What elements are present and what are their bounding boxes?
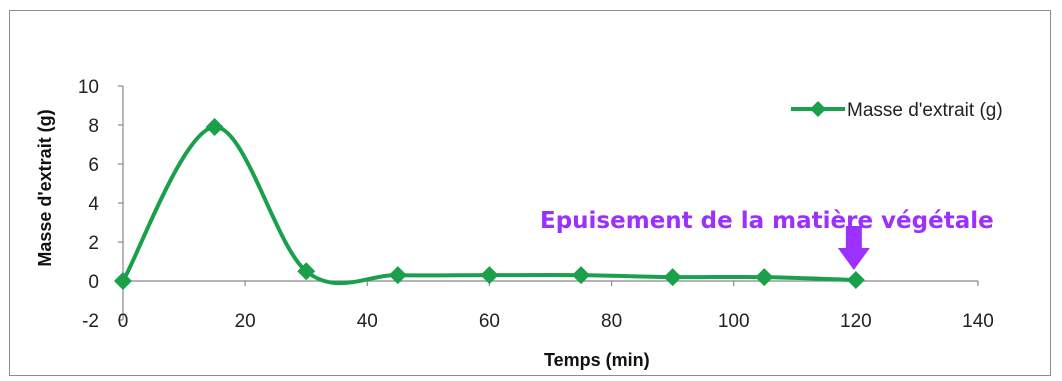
- annotation-text: Epuisement de la matière végétale: [540, 208, 994, 234]
- data-point-marker: [205, 117, 224, 136]
- y-tick-label: 8: [88, 116, 99, 137]
- legend: Masse d'extrait (g): [791, 100, 1003, 121]
- x-tick-label: 40: [357, 311, 378, 332]
- x-tick-label: 80: [601, 311, 622, 332]
- x-tick-label: 120: [840, 311, 872, 332]
- x-tick-label: 140: [962, 311, 994, 332]
- chart-frame: [9, 10, 1051, 376]
- data-point-marker: [846, 271, 865, 290]
- y-tick-label: 2: [88, 233, 99, 254]
- series-layer: [114, 117, 865, 290]
- data-point-marker: [572, 266, 591, 285]
- y-axis-title: Masse d'extrait (g): [35, 109, 55, 266]
- legend-marker: [810, 101, 826, 117]
- annotation-arrow-icon: [837, 226, 870, 270]
- y-tick-label: 10: [78, 77, 99, 98]
- legend-label: Masse d'extrait (g): [847, 100, 1003, 121]
- x-axis: 0 20 40 60 80 100 120 140: [118, 280, 994, 332]
- data-point-marker: [480, 266, 499, 285]
- x-axis-title: Temps (min): [544, 350, 650, 370]
- data-point-marker: [663, 268, 682, 287]
- y-tick-label: 4: [88, 194, 99, 215]
- data-point-marker: [114, 272, 132, 290]
- data-point-marker: [297, 262, 316, 281]
- y-tick-label: 6: [88, 155, 99, 176]
- y-tick-label: 0: [88, 272, 99, 293]
- x-tick-label: 100: [718, 311, 750, 332]
- annotation: Epuisement de la matière végétale: [540, 208, 994, 270]
- data-point-marker: [755, 268, 774, 287]
- y-tick-label: -2: [82, 311, 99, 332]
- x-tick-label: 0: [118, 311, 129, 332]
- x-tick-label: 60: [479, 311, 500, 332]
- y-axis: -2 0 2 4 6 8 10: [78, 77, 124, 332]
- series-line: [121, 124, 856, 286]
- x-tick-label: 20: [235, 311, 256, 332]
- data-point-marker: [388, 266, 407, 285]
